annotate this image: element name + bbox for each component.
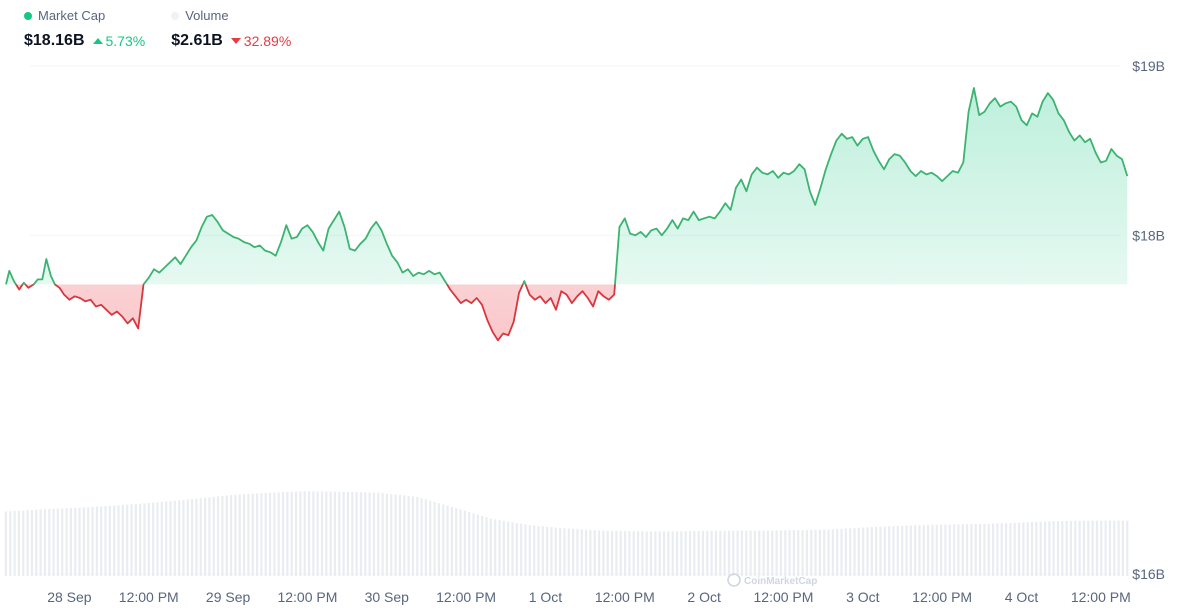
- caret-up-icon: [92, 38, 103, 44]
- y-tick-label: $19B: [1132, 58, 1165, 74]
- legend-market-cap-toggle[interactable]: Market Cap: [24, 8, 145, 23]
- volume-value: $2.61B: [171, 32, 223, 49]
- volume-label: Volume: [185, 8, 229, 23]
- legend-market-cap[interactable]: Market Cap $18.16B 5.73%: [24, 8, 145, 50]
- market-cap-change: 5.73%: [92, 33, 146, 49]
- x-tick-label: 4 Oct: [1005, 589, 1039, 605]
- line-above-baseline: [5, 87, 1129, 285]
- x-tick-label: 12:00 PM: [119, 589, 179, 605]
- market-cap-change-value: 5.73%: [105, 33, 146, 49]
- volume-change: 32.89%: [230, 33, 292, 49]
- x-tick-label: 12:00 PM: [436, 589, 496, 605]
- watermark-text: CoinMarketCap: [744, 576, 817, 587]
- x-tick-label: 29 Sep: [206, 589, 251, 605]
- market-cap-label: Market Cap: [38, 8, 106, 23]
- x-tick-label: 12:00 PM: [1071, 589, 1131, 605]
- x-tick-label: 12:00 PM: [595, 589, 655, 605]
- market-cap-dot-icon: [24, 11, 32, 20]
- legend-volume[interactable]: Volume $2.61B 32.89%: [171, 8, 291, 50]
- x-tick-label: 30 Sep: [365, 589, 410, 605]
- chart-legend: Market Cap $18.16B 5.73% Volume $2.61B 3…: [24, 8, 291, 50]
- line-below-baseline: [6, 284, 616, 342]
- coinmarketcap-logo-icon: [727, 573, 741, 587]
- market-cap-area: [6, 88, 1128, 341]
- watermark: CoinMarketCap: [727, 573, 817, 587]
- x-tick-label: 28 Sep: [47, 589, 92, 605]
- area-above-baseline: [6, 88, 1128, 285]
- y-axis: $19B $18B $16B: [1132, 58, 1165, 582]
- x-axis: 28 Sep 12:00 PM 29 Sep 12:00 PM 30 Sep 12:00 …: [47, 589, 1131, 605]
- gridlines: [30, 65, 1120, 575]
- volume-change-value: 32.89%: [243, 33, 292, 49]
- x-tick-label: 3 Oct: [846, 589, 880, 605]
- x-tick-label: 1 Oct: [529, 589, 563, 605]
- x-tick-label: 12:00 PM: [754, 589, 814, 605]
- area-below-baseline: [16, 284, 615, 341]
- volume-dot-icon: [171, 11, 180, 20]
- legend-volume-toggle[interactable]: Volume: [171, 8, 291, 23]
- caret-down-icon: [230, 38, 241, 44]
- y-tick-label: $16B: [1132, 566, 1165, 582]
- market-cap-value: $18.16B: [24, 32, 85, 49]
- x-tick-label: 12:00 PM: [277, 589, 337, 605]
- volume-bars: [4, 491, 1129, 576]
- market-cap-line: [5, 87, 1129, 342]
- y-tick-label: $18B: [1132, 227, 1165, 243]
- x-tick-label: 12:00 PM: [912, 589, 972, 605]
- x-tick-label: 2 Oct: [687, 589, 721, 605]
